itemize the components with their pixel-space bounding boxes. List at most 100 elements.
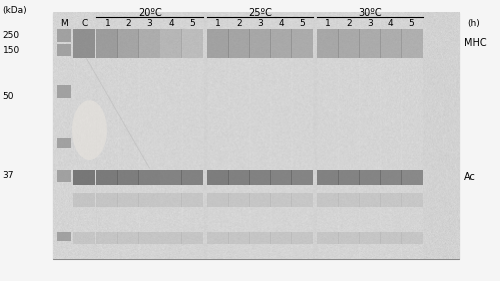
Bar (270, 29, 292, 58)
Bar (96, 232, 118, 244)
Bar (160, 232, 182, 244)
Bar (160, 29, 182, 58)
Bar (138, 29, 160, 58)
Bar (249, 232, 271, 244)
Bar (338, 193, 359, 207)
Bar (56, 29, 70, 42)
Bar (56, 232, 70, 241)
Bar (249, 29, 271, 58)
Bar (270, 170, 292, 185)
Text: 5: 5 (299, 19, 304, 28)
Text: Ac: Ac (464, 172, 476, 182)
Bar (96, 193, 118, 207)
Bar (56, 138, 70, 148)
Text: 20ºC: 20ºC (138, 8, 162, 18)
Bar (96, 170, 118, 185)
Text: 2: 2 (236, 19, 242, 28)
Bar (181, 170, 203, 185)
Text: 2: 2 (346, 19, 352, 28)
Bar (338, 170, 359, 185)
Text: 3: 3 (146, 19, 152, 28)
Text: 5: 5 (190, 19, 195, 28)
Text: 50: 50 (2, 92, 14, 101)
Text: MHC: MHC (464, 38, 487, 49)
Text: 25ºC: 25ºC (248, 8, 272, 18)
Bar (358, 232, 380, 244)
Text: 5: 5 (408, 19, 414, 28)
Bar (118, 170, 140, 185)
Bar (400, 29, 422, 58)
Bar (228, 170, 250, 185)
Text: (h): (h) (468, 19, 480, 28)
Bar (181, 29, 203, 58)
Bar (56, 44, 70, 56)
Text: 1: 1 (215, 19, 221, 28)
Text: 250: 250 (2, 31, 20, 40)
Text: M: M (60, 19, 68, 28)
Bar (207, 193, 229, 207)
Bar (118, 232, 140, 244)
Bar (317, 193, 339, 207)
Bar (56, 85, 70, 98)
Bar (207, 29, 229, 58)
Bar (228, 232, 250, 244)
Text: 1: 1 (325, 19, 330, 28)
Bar (52, 13, 460, 259)
Bar (380, 29, 402, 58)
Bar (228, 29, 250, 58)
Bar (291, 193, 313, 207)
Bar (380, 170, 402, 185)
Bar (380, 232, 402, 244)
Ellipse shape (72, 100, 107, 160)
Text: 3: 3 (367, 19, 372, 28)
Bar (74, 29, 96, 58)
Bar (118, 29, 140, 58)
Bar (56, 170, 70, 182)
Text: C: C (82, 19, 87, 28)
Text: (kDa): (kDa) (2, 6, 28, 15)
Bar (270, 232, 292, 244)
Bar (400, 232, 422, 244)
Text: 4: 4 (168, 19, 174, 28)
Bar (400, 170, 422, 185)
Bar (228, 193, 250, 207)
Bar (358, 170, 380, 185)
Bar (358, 193, 380, 207)
Bar (291, 232, 313, 244)
Bar (207, 232, 229, 244)
Bar (138, 193, 160, 207)
Bar (317, 232, 339, 244)
Text: 30ºC: 30ºC (358, 8, 382, 18)
Bar (74, 170, 96, 185)
Bar (291, 170, 313, 185)
Bar (138, 232, 160, 244)
Text: 37: 37 (2, 171, 14, 180)
Bar (207, 170, 229, 185)
Bar (338, 29, 359, 58)
Text: 1: 1 (104, 19, 110, 28)
Bar (118, 193, 140, 207)
Bar (317, 29, 339, 58)
Bar (181, 232, 203, 244)
Bar (291, 29, 313, 58)
Bar (74, 193, 96, 207)
Text: 150: 150 (2, 46, 20, 55)
Bar (380, 193, 402, 207)
Text: 3: 3 (257, 19, 263, 28)
Bar (181, 193, 203, 207)
Text: 2: 2 (126, 19, 131, 28)
Bar (138, 170, 160, 185)
Bar (338, 232, 359, 244)
Bar (358, 29, 380, 58)
Bar (400, 193, 422, 207)
Bar (74, 232, 96, 244)
Bar (160, 170, 182, 185)
Text: 4: 4 (388, 19, 394, 28)
Bar (249, 193, 271, 207)
Bar (270, 193, 292, 207)
Bar (249, 170, 271, 185)
Bar (160, 193, 182, 207)
Text: 4: 4 (278, 19, 283, 28)
Bar (317, 170, 339, 185)
Bar (96, 29, 118, 58)
